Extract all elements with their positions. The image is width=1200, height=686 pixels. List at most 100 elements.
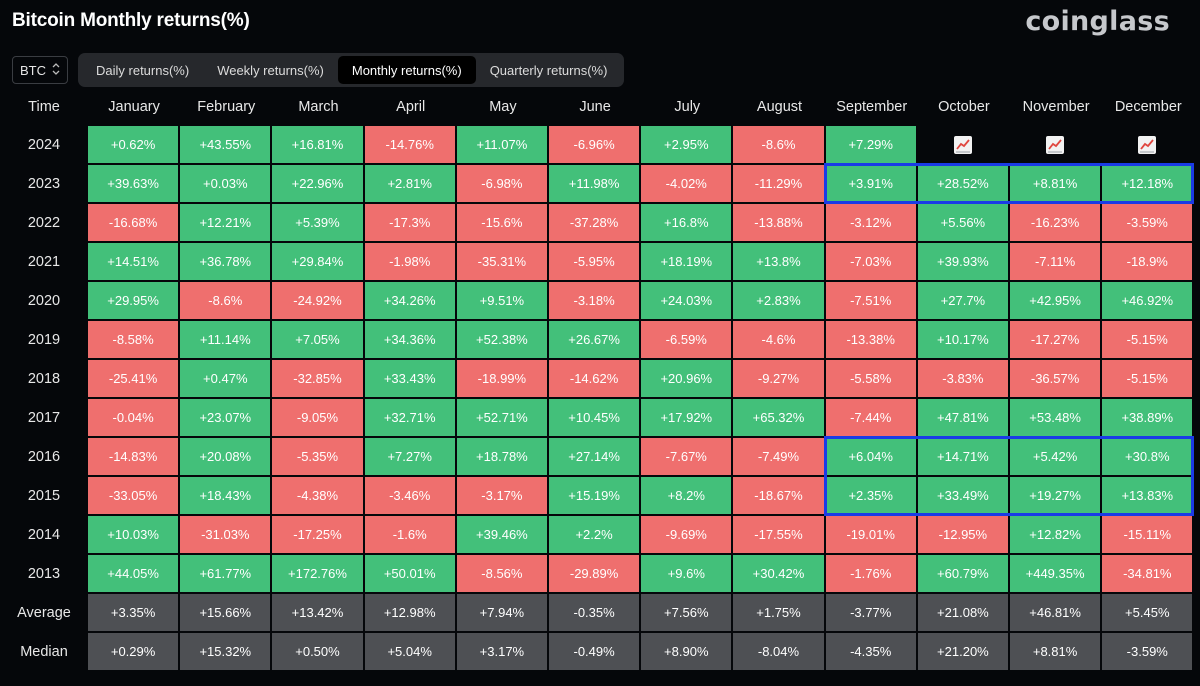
return-cell: -31.03%	[180, 516, 271, 553]
month-header-july: July	[674, 99, 701, 115]
return-cell: -7.11%	[1010, 243, 1101, 280]
return-cell: +29.95%	[88, 282, 179, 319]
return-cell: +52.71%	[456, 399, 547, 436]
return-cell: -3.83%	[917, 360, 1008, 397]
return-cell: +26.67%	[549, 321, 640, 358]
return-cell: +0.50%	[272, 633, 363, 670]
return-cell: -1.6%	[364, 516, 455, 553]
return-cell: +29.84%	[272, 243, 363, 280]
return-cell: +0.62%	[88, 126, 179, 163]
return-cell: +18.19%	[641, 243, 732, 280]
return-cell: +50.01%	[364, 555, 455, 592]
return-cell: +16.81%	[272, 126, 363, 163]
row-label-2016: 2016	[27, 448, 61, 465]
return-cell: +42.95%	[1010, 282, 1101, 319]
return-cell: -3.12%	[825, 204, 916, 241]
return-cell: -4.35%	[825, 633, 916, 670]
return-cell: -14.62%	[549, 360, 640, 397]
monthly-returns-heatmap: Time January February March April May June July…	[0, 89, 1200, 686]
return-cell: -7.44%	[825, 399, 916, 436]
return-cell: -8.58%	[88, 321, 179, 358]
return-cell: +46.92%	[1102, 282, 1193, 319]
return-cell: +7.05%	[272, 321, 363, 358]
return-cell: -5.58%	[825, 360, 916, 397]
return-cell: -0.49%	[549, 633, 640, 670]
month-header-september: September	[836, 99, 908, 115]
tab-quarterly-returns[interactable]: Quarterly returns(%)	[489, 62, 608, 78]
return-cell: +65.32%	[733, 399, 824, 436]
return-cell: +22.96%	[272, 165, 363, 202]
return-cell: +12.98%	[364, 594, 455, 631]
return-cell: -6.98%	[456, 165, 547, 202]
return-cell: -17.55%	[733, 516, 824, 553]
return-cell: -3.59%	[1102, 204, 1193, 241]
return-cell: +12.21%	[180, 204, 271, 241]
return-cell: -7.03%	[825, 243, 916, 280]
tab-monthly-returns[interactable]: Monthly returns(%)	[337, 56, 476, 84]
return-cell: +9.51%	[456, 282, 547, 319]
return-cell: +0.03%	[180, 165, 271, 202]
return-cell: +0.47%	[180, 360, 271, 397]
time-column-header: Time	[28, 99, 60, 115]
return-cell: +11.98%	[549, 165, 640, 202]
return-cell: -12.95%	[917, 516, 1008, 553]
row-label-2019: 2019	[27, 331, 61, 348]
return-cell: -29.89%	[549, 555, 640, 592]
return-cell: +18.78%	[456, 438, 547, 475]
return-cell: +44.05%	[88, 555, 179, 592]
return-cell: +14.51%	[88, 243, 179, 280]
row-label-2020: 2020	[27, 292, 61, 309]
return-cell: +13.8%	[733, 243, 824, 280]
return-cell: +3.35%	[88, 594, 179, 631]
return-cell: -3.18%	[549, 282, 640, 319]
return-cell: -13.38%	[825, 321, 916, 358]
return-cell: +15.19%	[549, 477, 640, 514]
return-cell: -4.6%	[733, 321, 824, 358]
row-label-2024: 2024	[27, 136, 61, 153]
return-cell: -7.67%	[641, 438, 732, 475]
return-cell: +11.14%	[180, 321, 271, 358]
return-cell: +20.08%	[180, 438, 271, 475]
return-cell: +39.63%	[88, 165, 179, 202]
return-cell: +39.93%	[917, 243, 1008, 280]
return-cell: -6.59%	[641, 321, 732, 358]
return-cell: +60.79%	[917, 555, 1008, 592]
return-cell: +10.45%	[549, 399, 640, 436]
asset-select[interactable]: BTC	[12, 56, 68, 84]
month-header-march: March	[298, 99, 339, 115]
return-cell: +47.81%	[917, 399, 1008, 436]
return-cell: -3.59%	[1102, 633, 1193, 670]
return-cell: -15.6%	[456, 204, 547, 241]
return-cell: -33.05%	[88, 477, 179, 514]
tab-daily-returns[interactable]: Daily returns(%)	[96, 62, 190, 78]
return-cell: +10.17%	[917, 321, 1008, 358]
return-cell: -17.3%	[364, 204, 455, 241]
return-cell: -7.51%	[825, 282, 916, 319]
return-cell: +6.04%	[825, 438, 916, 475]
return-cell: +5.45%	[1102, 594, 1193, 631]
return-cell: -7.49%	[733, 438, 824, 475]
return-cell: +43.55%	[180, 126, 271, 163]
row-label-2022: 2022	[27, 214, 61, 231]
return-cell: +36.78%	[180, 243, 271, 280]
return-cell: -5.95%	[549, 243, 640, 280]
return-cell: +172.76%	[272, 555, 363, 592]
chart-up-icon	[1046, 135, 1065, 154]
return-cell: +2.95%	[641, 126, 732, 163]
month-header-may: May	[489, 99, 517, 115]
return-cell: +2.81%	[364, 165, 455, 202]
pending-month-cell	[1010, 126, 1100, 163]
return-cell: -11.29%	[733, 165, 824, 202]
tab-weekly-returns[interactable]: Weekly returns(%)	[217, 62, 324, 78]
return-cell: +27.7%	[917, 282, 1008, 319]
return-cell: -1.76%	[825, 555, 916, 592]
return-cell: -34.81%	[1102, 555, 1193, 592]
returns-period-tabs: Daily returns(%) Weekly returns(%) Month…	[78, 53, 624, 87]
return-cell: +5.39%	[272, 204, 363, 241]
return-cell: -8.56%	[456, 555, 547, 592]
return-cell: +18.43%	[180, 477, 271, 514]
return-cell: +8.81%	[1010, 165, 1101, 202]
return-cell: -19.01%	[825, 516, 916, 553]
return-cell: -5.15%	[1102, 321, 1193, 358]
return-cell: +8.2%	[641, 477, 732, 514]
